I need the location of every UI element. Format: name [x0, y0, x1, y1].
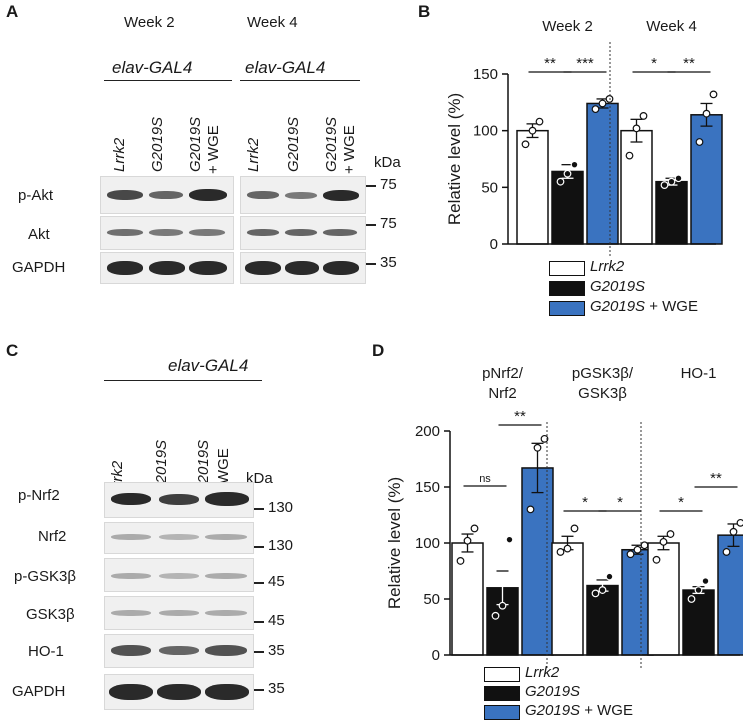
sig-label: *	[582, 494, 588, 511]
data-point	[564, 545, 571, 552]
data-point	[571, 525, 578, 532]
data-point	[660, 539, 667, 546]
group-title: pNrf2/	[482, 365, 524, 382]
sig-label: **	[514, 408, 526, 425]
group-title: Nrf2	[488, 385, 516, 402]
legend-d-wge: G2019S + WGE	[525, 702, 633, 719]
y-tick-label: 50	[481, 179, 498, 196]
data-point	[703, 110, 710, 117]
data-point	[499, 602, 506, 609]
bar-lrrk2	[452, 543, 483, 655]
sig-label: **	[544, 55, 556, 72]
y-tick-label: 100	[415, 535, 440, 552]
group-title: HO-1	[681, 365, 717, 382]
data-point	[492, 613, 499, 620]
data-point	[641, 542, 648, 549]
data-point	[723, 549, 730, 556]
data-point	[640, 113, 647, 120]
bar-lrrk2	[621, 131, 652, 244]
legend-d-swatch-lrrk2	[484, 667, 520, 682]
legend-d-swatch-g2019s	[484, 686, 520, 701]
bar-g2019s-wge	[522, 468, 553, 655]
sig-label: **	[710, 470, 722, 487]
sig-label: *	[617, 494, 623, 511]
bar-g2019s-wge	[587, 103, 618, 244]
data-point	[634, 546, 641, 553]
data-point	[695, 587, 702, 594]
bar-g2019s-wge	[691, 115, 722, 244]
data-point	[653, 557, 660, 564]
data-point	[592, 106, 599, 113]
bar-g2019s	[656, 182, 687, 244]
bar-g2019s-wge	[718, 535, 743, 655]
bar-lrrk2	[552, 543, 583, 655]
data-point	[557, 549, 564, 556]
legend-b-swatch-lrrk2	[549, 261, 585, 276]
data-point	[534, 445, 541, 452]
bar-g2019s	[683, 590, 714, 655]
data-point	[599, 100, 606, 107]
data-point	[536, 118, 543, 125]
y-tick-label: 150	[473, 66, 498, 83]
data-point	[675, 175, 682, 182]
data-point	[529, 127, 536, 134]
group-title: GSK3β	[578, 385, 627, 402]
chart-d: 0 50 100 150 200 Relative level (%) pNrf2/Nrf2…	[0, 330, 743, 721]
data-point	[557, 178, 564, 185]
y-tick-label: 50	[423, 591, 440, 608]
data-point	[564, 170, 571, 177]
data-point	[688, 596, 695, 603]
sig-label: *	[678, 494, 684, 511]
data-point	[696, 139, 703, 146]
data-point	[592, 590, 599, 597]
data-point	[710, 91, 717, 98]
data-point	[464, 537, 471, 544]
y-tick-label: 0	[490, 236, 498, 253]
data-point	[471, 525, 478, 532]
data-point	[599, 587, 606, 594]
y-axis-label: Relative level (%)	[385, 477, 404, 609]
data-point	[668, 178, 675, 185]
bar-g2019s	[587, 586, 618, 655]
y-tick-label: 200	[415, 423, 440, 440]
bar-g2019s	[552, 171, 583, 244]
data-point	[527, 506, 534, 513]
group-title: pGSK3β/	[572, 365, 634, 382]
sig-label: *	[651, 55, 657, 72]
bar-lrrk2	[517, 131, 548, 244]
legend-d-lrrk2: Lrrk2	[525, 664, 559, 681]
legend-d-g2019s: G2019S	[525, 683, 580, 700]
y-tick-label: 150	[415, 479, 440, 496]
y-axis-label: Relative level (%)	[445, 93, 464, 225]
legend-b-wge: G2019S + WGE	[590, 298, 698, 315]
data-point	[667, 531, 674, 538]
data-point	[702, 578, 709, 585]
y-tick-label: 100	[473, 123, 498, 140]
legend-b-swatch-g2019s	[549, 281, 585, 296]
data-point	[571, 161, 578, 168]
data-point	[457, 558, 464, 565]
data-point	[737, 520, 743, 527]
sig-label: ns	[479, 473, 491, 485]
data-point	[661, 182, 668, 189]
data-point	[626, 152, 633, 159]
group-title: Week 4	[646, 18, 697, 35]
data-point	[627, 551, 634, 558]
legend-d-swatch-wge	[484, 705, 520, 720]
data-point	[606, 573, 613, 580]
y-tick-label: 0	[432, 647, 440, 664]
legend-b-lrrk2: Lrrk2	[590, 258, 624, 275]
data-point	[633, 125, 640, 132]
sig-label: **	[683, 55, 695, 72]
legend-b-g2019s: G2019S	[590, 278, 645, 295]
sig-label: ***	[576, 55, 594, 72]
data-point	[730, 529, 737, 536]
legend-b-swatch-wge	[549, 301, 585, 316]
data-point	[522, 141, 529, 148]
data-point	[506, 536, 513, 543]
group-title: Week 2	[542, 18, 593, 35]
